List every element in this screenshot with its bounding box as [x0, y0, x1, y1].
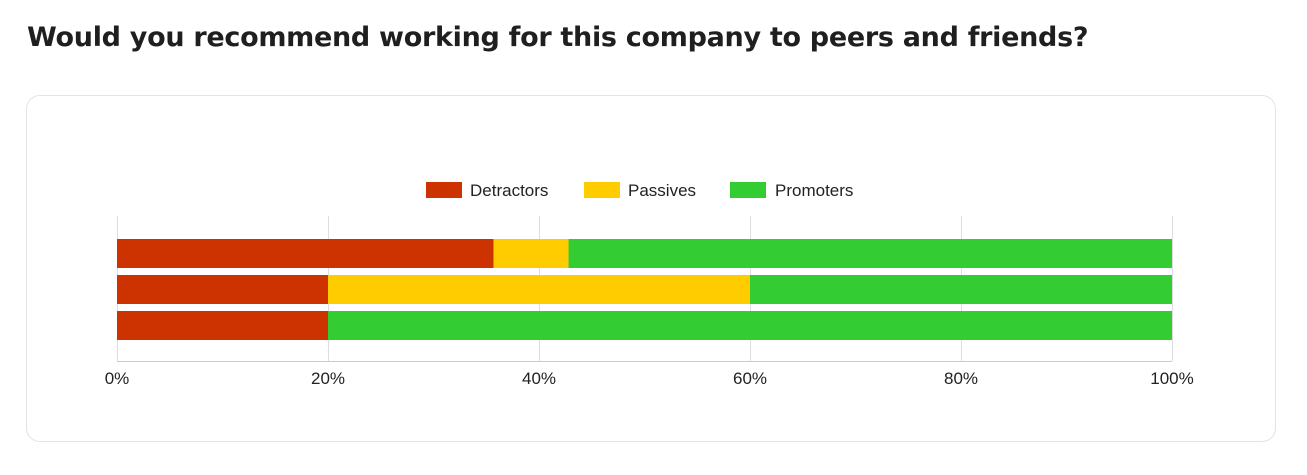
bar-promoters-row-2[interactable] — [750, 275, 1172, 304]
x-tick-label: 60% — [733, 369, 767, 388]
legend: Detractors Passives Promoters — [426, 181, 853, 200]
bar-detractors-row-3[interactable] — [117, 311, 328, 340]
legend-swatch — [730, 182, 766, 198]
legend-label: Detractors — [470, 181, 548, 200]
bar-detractors-row-1[interactable] — [117, 239, 494, 268]
legend-label: Passives — [628, 181, 696, 200]
bar-passives-row-2[interactable] — [328, 275, 750, 304]
x-tick-label: 80% — [944, 369, 978, 388]
bar-promoters-row-1[interactable] — [568, 239, 1172, 268]
legend-swatch — [584, 182, 620, 198]
bar-promoters-row-3[interactable] — [328, 311, 1172, 340]
x-tick-label: 40% — [522, 369, 556, 388]
legend-swatch — [426, 182, 462, 198]
x-tick-label: 0% — [105, 369, 130, 388]
page-title: Would you recommend working for this com… — [27, 22, 1089, 53]
legend-item-detractors[interactable]: Detractors — [426, 181, 548, 200]
x-axis-ticks: 0% 20% 40% 60% 80% 100% — [105, 369, 1194, 388]
bar-passives-row-1[interactable] — [493, 239, 569, 268]
x-tick-label: 20% — [311, 369, 345, 388]
legend-item-promoters[interactable]: Promoters — [730, 181, 853, 200]
chart-card — [26, 95, 1276, 442]
x-tick-label: 100% — [1150, 369, 1193, 388]
bar-detractors-row-2[interactable] — [117, 275, 328, 304]
bars — [117, 239, 1172, 340]
legend-label: Promoters — [775, 181, 853, 200]
legend-item-passives[interactable]: Passives — [584, 181, 696, 200]
